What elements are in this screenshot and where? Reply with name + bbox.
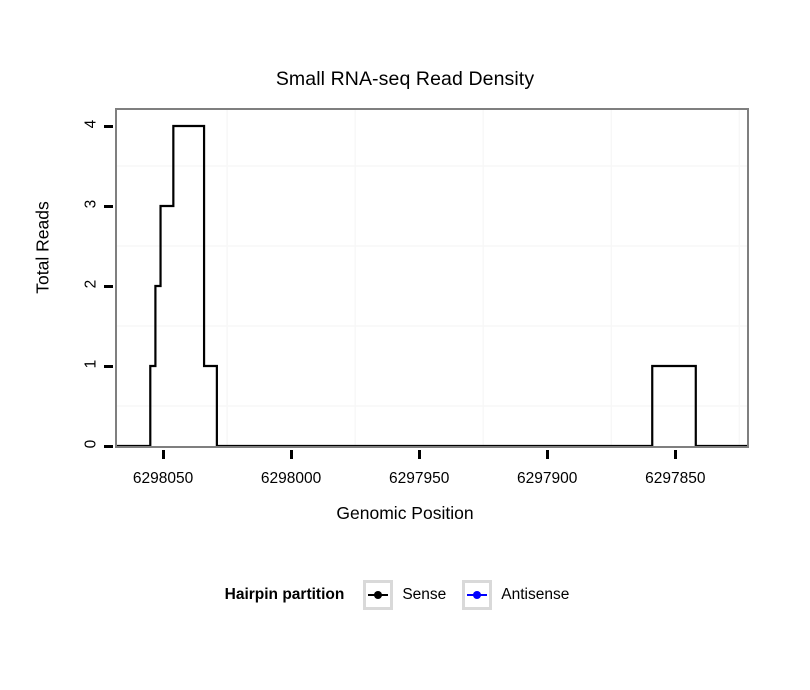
legend-entry-sense[interactable]: Sense [363, 580, 446, 610]
legend-title: Hairpin partition [224, 586, 345, 603]
legend-key-sense [363, 580, 394, 610]
data-series-layer [117, 124, 747, 446]
y-tick-label: 3 [82, 199, 100, 209]
x-tick-mark [417, 450, 421, 459]
legend-entries: Sense Antisense [363, 580, 585, 610]
legend-key-dot [473, 591, 482, 599]
legend-key-dot [374, 591, 383, 599]
y-tick-label: 1 [82, 359, 100, 369]
y-tick-label: 4 [82, 119, 100, 129]
legend-label: Antisense [501, 586, 570, 603]
x-tick-label: 6297850 [645, 470, 706, 487]
plot-panel [115, 108, 749, 448]
x-tick-label: 6297950 [389, 470, 450, 487]
x-tick-mark [545, 450, 549, 459]
y-axis-title: Total Reads [32, 201, 53, 294]
y-tick-mark [104, 204, 113, 208]
y-tick-mark [104, 284, 113, 288]
x-tick-mark [161, 450, 165, 459]
y-tick-mark [104, 444, 113, 448]
y-tick-label: 2 [82, 279, 100, 289]
chart-title: Small RNA-seq Read Density [275, 68, 535, 90]
x-tick-label: 6298000 [260, 470, 322, 487]
y-tick-mark [104, 124, 113, 128]
x-tick-mark [289, 450, 293, 459]
legend-entry-antisense[interactable]: Antisense [462, 580, 569, 610]
legend: Hairpin partition Sense Antisense [0, 580, 810, 610]
x-tick-mark [673, 450, 677, 459]
y-tick-mark [104, 364, 113, 368]
grid-lines [117, 110, 747, 446]
x-tick-label: 6297900 [517, 470, 578, 487]
legend-key-antisense [462, 580, 493, 610]
x-tick-label: 6298050 [132, 470, 194, 487]
x-axis-title: Genomic Position [336, 503, 474, 523]
plot-area [117, 110, 747, 446]
legend-label: Sense [402, 586, 447, 603]
y-tick-label: 0 [82, 439, 100, 449]
